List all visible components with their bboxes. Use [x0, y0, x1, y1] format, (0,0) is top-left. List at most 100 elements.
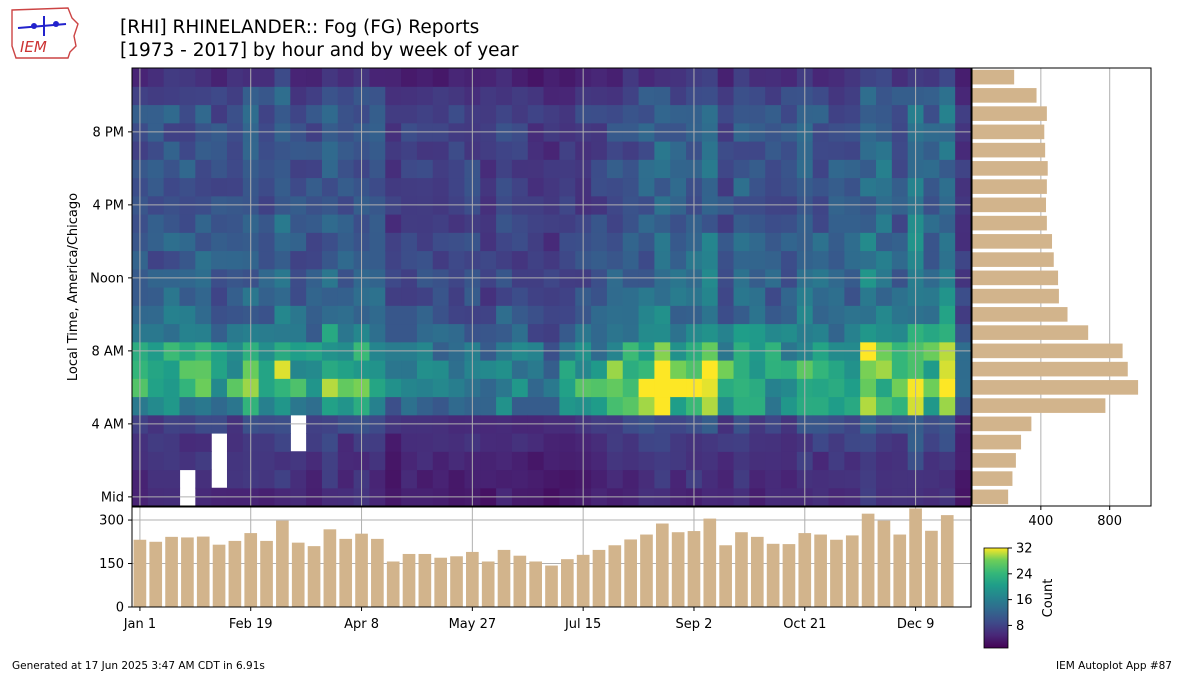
heatmap-cell	[939, 177, 956, 197]
heatmap-cell	[733, 214, 750, 233]
heatmap-cell	[812, 232, 830, 252]
heatmap-cell	[638, 433, 655, 452]
heatmap-cell	[401, 323, 418, 343]
heatmap-cell	[701, 287, 719, 306]
heatmap-cell	[321, 451, 339, 471]
heatmap-cell	[432, 378, 450, 398]
heatmap-cell	[955, 68, 972, 87]
x-tick-label: Jul 15	[564, 617, 601, 632]
heatmap-cell	[416, 396, 434, 416]
heatmap-cell	[812, 214, 830, 233]
heatmap-cell	[147, 232, 165, 252]
heatmap-cell	[147, 396, 165, 416]
heatmap-cell	[306, 250, 323, 270]
heatmap-cell	[369, 177, 386, 197]
heatmap-cell	[448, 323, 466, 343]
heatmap-cell	[701, 159, 719, 179]
week-bar	[276, 520, 289, 607]
heatmap-cell	[163, 232, 181, 252]
heatmap-cell	[844, 433, 861, 452]
heatmap-cell	[733, 396, 750, 416]
heatmap-cell	[891, 287, 909, 306]
heatmap-cell	[306, 469, 323, 489]
heatmap-cell	[179, 323, 196, 343]
week-bar	[466, 551, 479, 607]
heatmap-cell	[321, 141, 339, 160]
heatmap-cell	[226, 159, 244, 179]
heatmap-cell	[290, 68, 307, 87]
heatmap-cell	[591, 141, 608, 160]
heatmap-cell	[226, 323, 244, 343]
week-bar	[529, 561, 542, 607]
colorbar-tick-label: 16	[1016, 593, 1033, 608]
heatmap-cell	[496, 378, 513, 398]
heatmap-cell	[543, 104, 561, 124]
heatmap-cell	[511, 469, 529, 489]
heatmap-cell	[480, 232, 497, 252]
heatmap-cell	[670, 250, 687, 270]
heatmap-cell	[163, 141, 181, 160]
heatmap-cell	[163, 159, 181, 179]
heatmap-cell	[701, 323, 719, 343]
heatmap-cell	[258, 305, 276, 325]
heatmap-cell	[844, 451, 861, 471]
heatmap-cell	[195, 287, 212, 306]
heatmap-cell	[923, 177, 940, 197]
heatmap-cell	[844, 360, 861, 379]
heatmap-cell	[828, 141, 845, 160]
heatmap-cell	[654, 433, 671, 452]
heatmap-cell	[891, 360, 909, 379]
heatmap-cell	[717, 177, 735, 197]
heatmap-cell	[306, 86, 323, 106]
heatmap-cell	[179, 141, 196, 160]
heatmap-cell	[939, 214, 956, 233]
heatmap-cell	[258, 104, 276, 124]
heatmap-cell	[876, 378, 893, 398]
heatmap-cell	[480, 104, 497, 124]
heatmap-cell	[321, 232, 339, 252]
heatmap-cell	[701, 469, 719, 489]
heatmap-cell	[448, 469, 466, 489]
heatmap-cell	[480, 159, 497, 179]
chart-title-line2: [1973 - 2017] by hour and by week of yea…	[120, 40, 519, 61]
heatmap-cell	[717, 68, 735, 87]
week-bar	[497, 549, 511, 607]
heatmap-cell	[337, 141, 355, 160]
heatmap-cell	[321, 214, 339, 233]
hour-bar	[972, 434, 1022, 450]
heatmap-cell	[432, 159, 450, 179]
weekly-total-bars: 0 150 300 Jan 1 Feb 19 Apr 8 May 27 Jul 15 Sep 2…	[99, 506, 972, 632]
heatmap-cell	[401, 250, 418, 270]
heatmap-cell	[306, 433, 323, 452]
heatmap-cell	[923, 378, 940, 398]
heatmap-cell	[416, 250, 434, 270]
heatmap-cell	[670, 214, 687, 233]
heatmap-cell	[543, 287, 561, 306]
heatmap-cell	[369, 305, 386, 325]
heatmap-cell	[670, 396, 687, 416]
heatmap-cell	[765, 159, 782, 179]
week-bar	[228, 540, 242, 607]
hour-bar	[972, 288, 1059, 304]
x-tick-label: Oct 21	[783, 617, 826, 632]
heatmap-cell	[337, 232, 355, 252]
heatmap-cell	[781, 469, 798, 489]
heatmap-cell	[321, 68, 339, 87]
heatmap-cell	[163, 177, 181, 197]
heatmap-cell	[891, 214, 909, 233]
heatmap-cell	[290, 287, 307, 306]
heatmap-cell	[701, 177, 719, 197]
heatmap-cell	[274, 396, 291, 416]
heatmap-cell	[543, 159, 561, 179]
heatmap-cell	[274, 360, 291, 379]
heatmap-cell	[812, 433, 830, 452]
heatmap-cell	[163, 469, 181, 489]
heatmap-cell	[511, 214, 529, 233]
heatmap-cell	[939, 104, 956, 124]
heatmap-cell	[337, 86, 355, 106]
heatmap-cell	[321, 159, 339, 179]
heatmap-cell	[306, 451, 323, 471]
heatmap-cell	[416, 141, 434, 160]
heatmap-cell	[955, 323, 972, 343]
heatmap-cell	[891, 177, 909, 197]
